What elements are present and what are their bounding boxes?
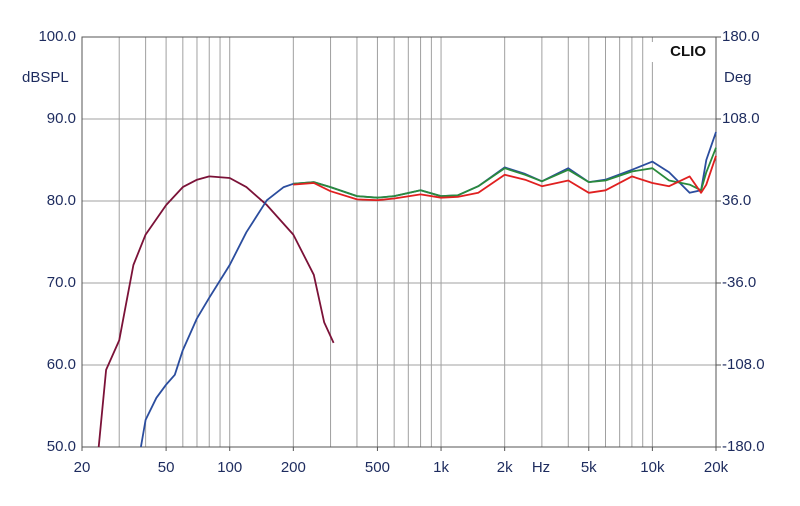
- y-tick-label: 50.0: [47, 438, 76, 455]
- x-tick-label: 20: [74, 459, 91, 476]
- y2-tick-label: 108.0: [722, 110, 760, 127]
- series-line: [97, 175, 335, 448]
- x-tick-label: 500: [365, 459, 390, 476]
- annotation: CLIO: [670, 43, 706, 60]
- x-tick-label: 50: [158, 459, 175, 476]
- x-tick-label: 20k: [704, 459, 729, 476]
- y-tick-label: 90.0: [47, 110, 76, 127]
- annotation-bg: [650, 42, 712, 62]
- x-tick-label: 10k: [640, 459, 665, 476]
- series-line: [293, 155, 717, 202]
- x-tick-label: 2k: [497, 459, 513, 476]
- y-tick-label: 60.0: [47, 356, 76, 373]
- y2-tick-label: -180.0: [722, 438, 765, 455]
- x-axis-label: Hz: [532, 459, 550, 476]
- y-tick-label: 100.0: [38, 28, 76, 45]
- y2-tick-label: 36.0: [722, 192, 751, 209]
- x-tick-label: 100: [217, 459, 242, 476]
- y2-tick-label: 180.0: [722, 28, 760, 45]
- x-tick-label: 200: [281, 459, 306, 476]
- y2-axis-label: Deg: [724, 69, 752, 86]
- y-axis-label: dBSPL: [22, 69, 69, 86]
- x-tick-label: 1k: [433, 459, 449, 476]
- y-tick-label: 70.0: [47, 274, 76, 291]
- y2-tick-label: -108.0: [722, 356, 765, 373]
- series-line: [293, 147, 717, 199]
- plot-border: [81, 36, 717, 448]
- y2-tick-label: -36.0: [722, 274, 756, 291]
- x-tick-label: 5k: [581, 459, 597, 476]
- y-tick-label: 80.0: [47, 192, 76, 209]
